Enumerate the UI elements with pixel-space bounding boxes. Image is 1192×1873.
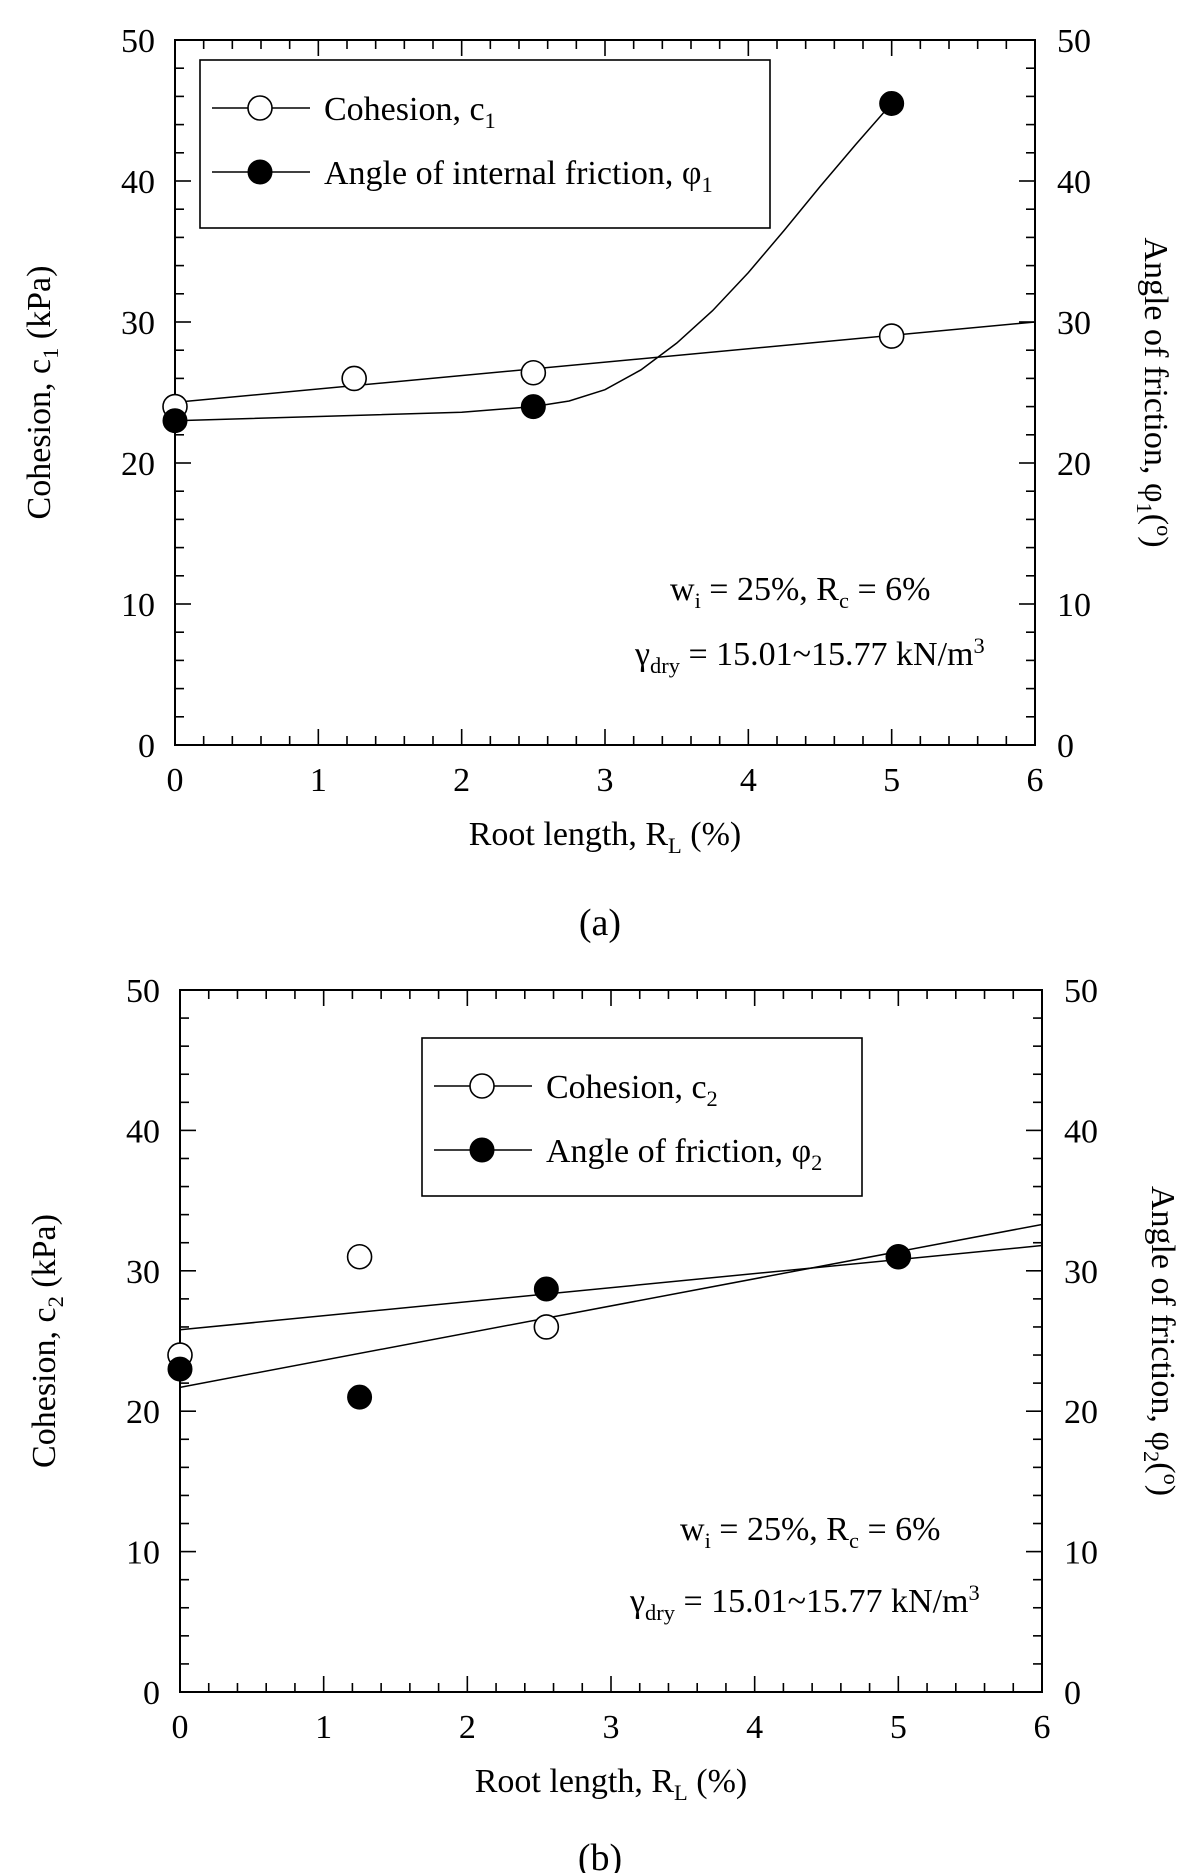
legend-label: Angle of friction, φ2: [546, 1133, 822, 1175]
y-right-tick-label: 20: [1064, 1394, 1098, 1431]
x-tick-label: 2: [459, 1709, 476, 1746]
friction-point: [879, 90, 905, 116]
y-left-tick-label: 10: [121, 587, 155, 624]
y-right-tick-label: 20: [1057, 446, 1091, 483]
x-tick-label: 1: [310, 762, 327, 799]
y-left-tick-label: 30: [121, 305, 155, 342]
x-axis-title: Root length, RL (%): [469, 816, 741, 858]
fit-line-friction: [174, 102, 893, 422]
legend-box: [199, 59, 771, 229]
legend-open-circle-icon: [247, 95, 273, 121]
y-right-tick-label: 30: [1064, 1254, 1098, 1291]
y-left-tick-label: 0: [143, 1675, 160, 1712]
y-left-axis-title: Cohesion, c1 (kPa): [21, 266, 63, 520]
legend-label: Cohesion, c2: [546, 1069, 718, 1111]
y-right-tick-label: 50: [1057, 23, 1091, 60]
annotation-moisture: wi = 25%, Rc = 6%: [680, 1511, 940, 1553]
cohesion-point: [533, 1314, 560, 1340]
x-tick-label: 3: [597, 762, 614, 799]
legend: Cohesion, c1 Angle of internal friction, …: [199, 59, 771, 229]
y-right-axis-title: Angle of friction, φ2(o): [1139, 1186, 1184, 1496]
y-right-tick-label: 0: [1064, 1675, 1081, 1712]
cohesion-point: [520, 359, 547, 386]
x-tick-label: 1: [315, 1709, 332, 1746]
friction-point: [347, 1384, 373, 1410]
cohesion-point: [341, 365, 367, 392]
x-tick-label: 5: [883, 762, 900, 799]
y-left-tick-label: 20: [121, 446, 155, 483]
legend-open-circle-icon: [469, 1073, 495, 1099]
y-right-tick-label: 50: [1064, 973, 1098, 1010]
x-tick-label: 6: [1027, 762, 1044, 799]
y-left-tick-label: 50: [121, 23, 155, 60]
panel-caption: (b): [578, 1837, 622, 1873]
fit-line-cohesion: [179, 1244, 1043, 1331]
y-left-tick-label: 20: [126, 1394, 160, 1431]
legend-label: Angle of internal friction, φ1: [324, 155, 713, 197]
y-right-tick-label: 10: [1064, 1535, 1098, 1572]
y-right-tick-label: 10: [1057, 587, 1091, 624]
x-tick-label: 0: [167, 762, 184, 799]
annotation-density: γdry = 15.01~15.77 kN/m3: [629, 1580, 980, 1625]
legend-filled-circle-icon: [469, 1137, 495, 1163]
x-tick-label: 4: [746, 1709, 763, 1746]
legend-label: Cohesion, c1: [324, 91, 496, 133]
y-right-tick-label: 30: [1057, 305, 1091, 342]
y-left-tick-label: 40: [121, 164, 155, 201]
y-left-tick-label: 30: [126, 1254, 160, 1291]
friction-point: [162, 408, 188, 434]
cohesion-point: [878, 323, 905, 349]
y-left-tick-label: 40: [126, 1113, 160, 1150]
x-tick-label: 4: [740, 762, 757, 799]
friction-point: [520, 394, 546, 420]
cohesion-point: [346, 1243, 373, 1270]
legend-box: [421, 1037, 863, 1197]
panel-caption: (a): [579, 902, 621, 944]
y-left-tick-label: 50: [126, 973, 160, 1010]
y-right-tick-label: 40: [1057, 164, 1091, 201]
y-left-axis-title: Cohesion, c2 (kPa): [26, 1214, 68, 1468]
legend: Cohesion, c2 Angle of friction, φ2: [421, 1037, 863, 1197]
annotation-moisture: wi = 25%, Rc = 6%: [670, 571, 930, 613]
x-tick-label: 5: [890, 1709, 907, 1746]
friction-point: [533, 1276, 559, 1302]
y-left-tick-label: 0: [138, 728, 155, 765]
y-right-axis-title: Angle of friction, φ1(o): [1132, 237, 1177, 547]
x-axis-title: Root length, RL (%): [475, 1763, 747, 1805]
annotation-density: γdry = 15.01~15.77 kN/m3: [634, 633, 985, 678]
friction-point: [167, 1356, 193, 1382]
legend-filled-circle-icon: [247, 159, 273, 185]
fit-line-friction: [179, 1223, 1043, 1389]
y-left-tick-label: 10: [126, 1535, 160, 1572]
x-tick-label: 3: [603, 1709, 620, 1746]
x-tick-label: 0: [172, 1709, 189, 1746]
y-right-tick-label: 0: [1057, 728, 1074, 765]
y-right-tick-label: 40: [1064, 1113, 1098, 1150]
x-tick-label: 6: [1034, 1709, 1051, 1746]
friction-point: [885, 1244, 911, 1270]
x-tick-label: 2: [453, 762, 470, 799]
